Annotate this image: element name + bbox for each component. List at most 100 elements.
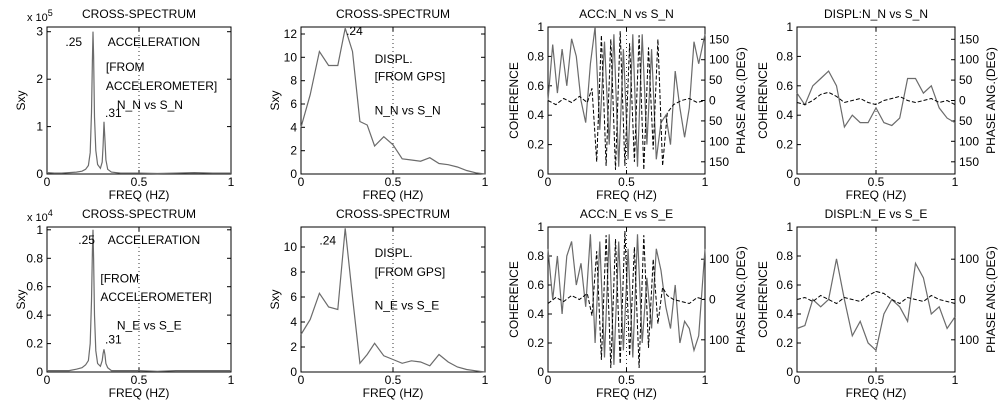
y2-tick-label: 100: [959, 333, 979, 347]
x-tick-label: 0: [44, 175, 51, 189]
annotation-label: ACCELEROMETER]: [106, 79, 217, 93]
x-tick-label: 0.5: [868, 175, 885, 189]
y-tick-label: 0.2: [527, 336, 544, 350]
y-tick-label: 6: [290, 97, 297, 111]
spectrum-series-line: [47, 229, 231, 372]
y2-tick-label: 100: [709, 134, 729, 148]
chart-title: DISPL:N_E vs S_E: [825, 207, 928, 221]
annotation-label: .24: [346, 24, 363, 38]
y-tick-label: 0: [537, 365, 544, 379]
chart-title: CROSS-SPECTRUM: [336, 207, 450, 221]
annotation-label: N_E vs S_E: [117, 318, 182, 332]
annotation-label: DISPL.: [375, 246, 413, 260]
y2-tick-label: 0: [959, 94, 966, 108]
x-tick-label: 1: [482, 175, 489, 189]
y-axis-label: Sxy: [14, 289, 28, 309]
annotation-label: ACCELEROMETER]: [100, 290, 211, 304]
y-tick-label: 1: [537, 20, 544, 34]
y-tick-label: 0: [36, 167, 43, 181]
y2-tick-label: 150: [959, 155, 979, 169]
annotation-label: [FROM GPS]: [375, 265, 446, 279]
annotation-label: N_E vs S_E: [375, 299, 440, 313]
annotation-label: [FROM: [100, 271, 139, 285]
x-axis-label: FREQ (HZ): [363, 386, 424, 400]
x-tick-label: 0.5: [131, 175, 148, 189]
chart-title: CROSS-SPECTRUM: [82, 207, 196, 221]
y2-axis-label: PHASE ANG.(DEG): [734, 246, 748, 353]
chart-p7: 0 0.5 1 0 0.2 0.4 0.6 0.8 1 100 0 100 PHASE ANG.(DEG…: [507, 207, 748, 400]
y-tick-label: 3: [36, 25, 43, 39]
y-tick-label: 2: [36, 72, 43, 86]
y-tick-label: 8: [290, 74, 297, 88]
x-tick-label: 1: [952, 373, 959, 387]
x-axis-label: FREQ (HZ): [363, 188, 424, 202]
y-tick-label: 1: [537, 220, 544, 234]
x-axis-label: FREQ (HZ): [109, 188, 170, 202]
chart-title: DISPL:N_N vs S_N: [824, 7, 928, 21]
y-tick-label: 8: [290, 265, 297, 279]
chart-title: CROSS-SPECTRUM: [82, 7, 196, 21]
y-tick-label: 4: [290, 120, 297, 134]
y-tick-label: 6: [290, 290, 297, 304]
chart-p8: 0 0.5 1 0 0.2 0.4 0.6 0.8 1 100 0 100 PHASE ANG.(DEG…: [756, 207, 998, 400]
y-tick-label: 0: [290, 365, 297, 379]
chart-p3: 0 0.5 100.20.40.60.8115010050050100150PHAS…: [507, 7, 748, 202]
y2-tick-label: 100: [959, 53, 979, 67]
annotation-label: .25: [78, 233, 95, 247]
y-tick-label: 0: [537, 167, 544, 181]
x-tick-label: 0.5: [868, 373, 885, 387]
x-tick-label: 0: [794, 373, 801, 387]
x-tick-label: 0: [298, 175, 305, 189]
phase-series-line: [796, 91, 956, 106]
x-tick-label: 0: [298, 373, 305, 387]
y2-tick-label: 150: [959, 32, 979, 46]
y2-tick-label: 100: [709, 333, 729, 347]
y2-axis-label: PHASE ANG.(DEG): [734, 47, 748, 154]
y-tick-label: 0.2: [776, 138, 793, 152]
chart-p1: 0 0.5 1 0 1 2 3 CROSS-SPECTRUM FREQ (HZ) Sxy x 105…: [14, 7, 235, 202]
y-tick-label: 0.2: [26, 337, 43, 351]
x-axis-label: FREQ (HZ): [846, 188, 907, 202]
y-axis-label: COHERENCE: [507, 62, 521, 139]
coherence-series-line: [547, 234, 706, 365]
y-tick-label: 12: [284, 27, 298, 41]
x-tick-label: 1: [228, 373, 235, 387]
axis-exponent: x 105: [27, 8, 53, 24]
annotation-label: N_N vs S_N: [375, 104, 441, 118]
chart-title: ACC:N_E vs S_E: [580, 207, 673, 221]
x-tick-label: 1: [952, 175, 959, 189]
x-tick-label: 0.5: [385, 373, 402, 387]
x-axis-label: FREQ (HZ): [596, 188, 657, 202]
y-axis-label: COHERENCE: [756, 62, 770, 139]
y-tick-label: 0.4: [26, 308, 43, 322]
spectrum-series-line: [300, 228, 486, 373]
axis-exponent-power: 4: [48, 208, 53, 218]
coherence-series-line: [547, 26, 706, 167]
annotation-label: ACCELERATION: [108, 233, 200, 247]
annotation-label: .31: [105, 106, 122, 120]
y2-tick-label: 0: [709, 293, 716, 307]
x-axis-label: FREQ (HZ): [109, 386, 170, 400]
y2-tick-label: 50: [709, 114, 723, 128]
annotation-label: [FROM GPS]: [375, 70, 446, 84]
x-tick-label: 0.5: [618, 175, 635, 189]
coherence-series-line: [796, 258, 956, 352]
annotation-label: [FROM: [106, 60, 145, 74]
y2-tick-label: 50: [959, 114, 973, 128]
y-tick-label: 0: [786, 365, 793, 379]
axis-exponent: x 104: [27, 208, 53, 224]
y-axis-label: COHERENCE: [756, 261, 770, 338]
y-tick-label: 0: [36, 365, 43, 379]
phase-series-line: [547, 31, 706, 170]
y-tick-label: 0.8: [26, 251, 43, 265]
y-tick-label: 0.8: [527, 49, 544, 63]
y-tick-label: 0.6: [527, 79, 544, 93]
annotation-label: N_N vs S_N: [117, 98, 183, 112]
y-tick-label: 0.4: [776, 108, 793, 122]
y-tick-label: 0.4: [527, 108, 544, 122]
y-tick-label: 0.4: [776, 307, 793, 321]
x-tick-label: 1: [702, 373, 709, 387]
y-tick-label: 10: [284, 50, 298, 64]
annotation-label: ACCELERATION: [108, 35, 200, 49]
